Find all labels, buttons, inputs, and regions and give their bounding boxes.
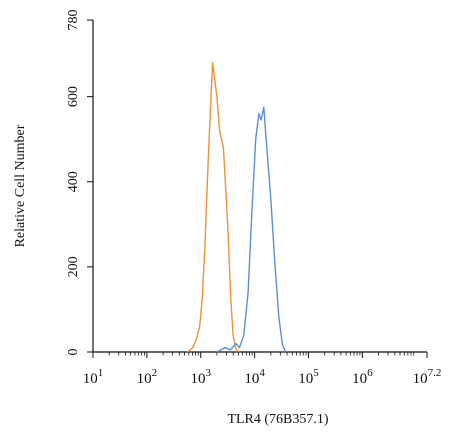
x-tick-label: 105 — [298, 367, 319, 387]
y-tick-label: 400 — [66, 171, 81, 192]
x-tick-exponent: 6 — [367, 367, 373, 379]
x-tick-exponent: 2 — [152, 367, 158, 379]
y-axis-title: Relative Cell Number — [13, 124, 28, 247]
y-tick-label: 200 — [66, 256, 81, 277]
x-tick-label: 104 — [244, 367, 265, 387]
y-tick-label: 0 — [66, 349, 81, 356]
histogram-series-1 — [187, 63, 238, 352]
x-tick-base: 10 — [352, 371, 367, 387]
x-tick-base: 10 — [137, 371, 152, 387]
x-tick-label: 102 — [137, 367, 158, 387]
x-tick-exponent: 7.2 — [428, 367, 442, 379]
x-tick-base: 10 — [190, 371, 205, 387]
x-tick-label: 103 — [190, 367, 211, 387]
x-tick-base: 10 — [83, 371, 98, 387]
x-tick-exponent: 1 — [98, 367, 104, 379]
x-tick-exponent: 4 — [259, 367, 265, 379]
series-layer — [187, 63, 286, 352]
y-ticks: 0 200 400 600 780 — [66, 10, 93, 356]
x-axis-title: TLR4 (76B357.1) — [227, 412, 328, 427]
x-tick-label: 107.2 — [413, 367, 442, 387]
x-tick-base: 10 — [298, 371, 313, 387]
x-tick-exponent: 5 — [313, 367, 319, 379]
x-tick-base: 10 — [244, 371, 259, 387]
x-ticks: 101 102 103 104 105 106 107.2 — [83, 352, 442, 387]
x-tick-exponent: 3 — [205, 367, 211, 379]
y-tick-label: 600 — [66, 86, 81, 107]
x-tick-label: 101 — [83, 367, 104, 387]
x-tick-label: 106 — [352, 367, 373, 387]
y-tick-label: 780 — [66, 10, 81, 31]
axes — [93, 20, 427, 352]
x-tick-base: 10 — [413, 371, 428, 387]
